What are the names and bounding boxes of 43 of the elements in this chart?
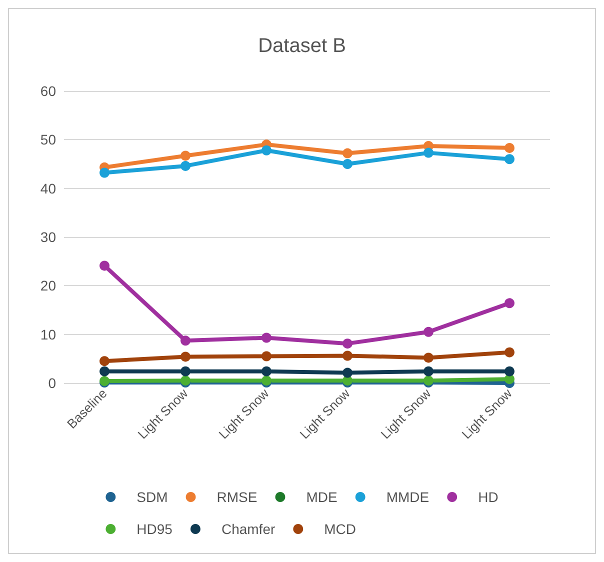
point [100, 260, 110, 271]
chart-title: Dataset B [258, 35, 346, 57]
legend-label: MDE [306, 489, 338, 505]
point [342, 159, 352, 169]
legend-label: MCD [324, 521, 356, 537]
point [180, 352, 190, 362]
point [342, 148, 352, 158]
y-tick-label: 20 [40, 278, 56, 294]
point [100, 356, 110, 366]
point [262, 351, 272, 362]
y-tick-label: 30 [40, 229, 56, 245]
point [100, 366, 110, 376]
point [504, 142, 514, 153]
y-tick-label: 60 [40, 83, 56, 99]
y-tick-label: 10 [40, 326, 56, 342]
y-tick-label: 0 [48, 375, 56, 391]
point [424, 366, 434, 376]
point [342, 368, 352, 378]
legend-label: MMDE [386, 489, 430, 505]
point [342, 350, 352, 361]
point [342, 338, 352, 349]
point [424, 148, 434, 158]
point [504, 154, 514, 164]
point [504, 347, 514, 358]
point [262, 332, 272, 343]
point [424, 352, 434, 363]
point [180, 336, 190, 346]
point [180, 160, 190, 171]
point [424, 326, 434, 337]
legend-label: SDM [136, 489, 168, 505]
legend-label: Chamfer [221, 521, 276, 537]
point [504, 298, 514, 308]
legend-label: HD [478, 489, 498, 505]
point [262, 145, 272, 156]
y-tick-label: 40 [40, 180, 56, 196]
legend-label: RMSE [216, 489, 258, 505]
y-tick-label: 50 [40, 132, 56, 148]
point [262, 366, 272, 376]
point [180, 150, 190, 161]
point [100, 168, 110, 178]
point [180, 366, 190, 376]
legend-label: HD95 [136, 521, 173, 537]
point [504, 366, 514, 376]
